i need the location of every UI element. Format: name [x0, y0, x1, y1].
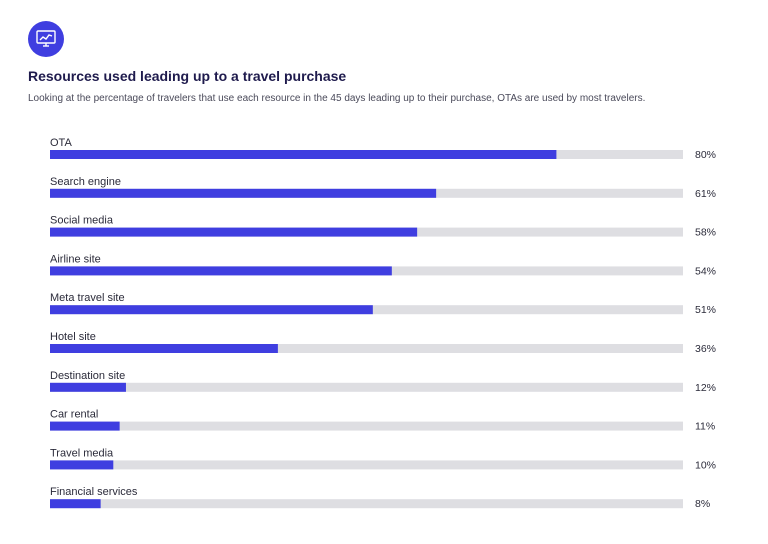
- bar-label: Hotel site: [50, 331, 96, 343]
- value-label: 61%: [695, 188, 716, 200]
- bar: [50, 150, 557, 159]
- bar-label: Financial services: [50, 486, 138, 498]
- value-label: 51%: [695, 304, 716, 316]
- chart-subtitle: Looking at the percentage of travelers t…: [28, 93, 646, 104]
- bar: [50, 227, 418, 237]
- bar: [50, 344, 278, 353]
- bar-label: Car rental: [50, 409, 98, 421]
- value-label: 8%: [695, 498, 710, 510]
- chart-monitor-icon: [36, 30, 56, 47]
- bar: [50, 305, 373, 315]
- bar: [50, 266, 392, 276]
- value-label: 10%: [695, 459, 716, 471]
- value-label: 54%: [695, 265, 716, 277]
- bar: [50, 188, 437, 198]
- bar: [50, 382, 126, 392]
- bar-track: [50, 344, 683, 353]
- bar-label: Meta travel site: [50, 292, 125, 304]
- value-label: 58%: [695, 227, 716, 239]
- bar-label: Social media: [50, 215, 114, 227]
- bar-label: Travel media: [50, 447, 114, 459]
- chart-badge: [28, 21, 64, 57]
- bar-label: Destination site: [50, 370, 125, 382]
- bar-track: [50, 382, 683, 392]
- bar-label: Search engine: [50, 176, 121, 188]
- value-label: 11%: [695, 421, 715, 433]
- bar-label: Airline site: [50, 253, 101, 265]
- value-label: 80%: [695, 149, 716, 161]
- value-label: 36%: [695, 343, 716, 355]
- bar: [50, 460, 114, 470]
- bar-track: [50, 421, 683, 431]
- bar: [50, 499, 101, 509]
- bar-label: OTA: [50, 137, 72, 149]
- value-label: 12%: [695, 382, 716, 394]
- chart-title: Resources used leading up to a travel pu…: [28, 68, 347, 84]
- bar-track: [50, 499, 683, 509]
- bar-track: [50, 460, 683, 470]
- bar: [50, 421, 120, 431]
